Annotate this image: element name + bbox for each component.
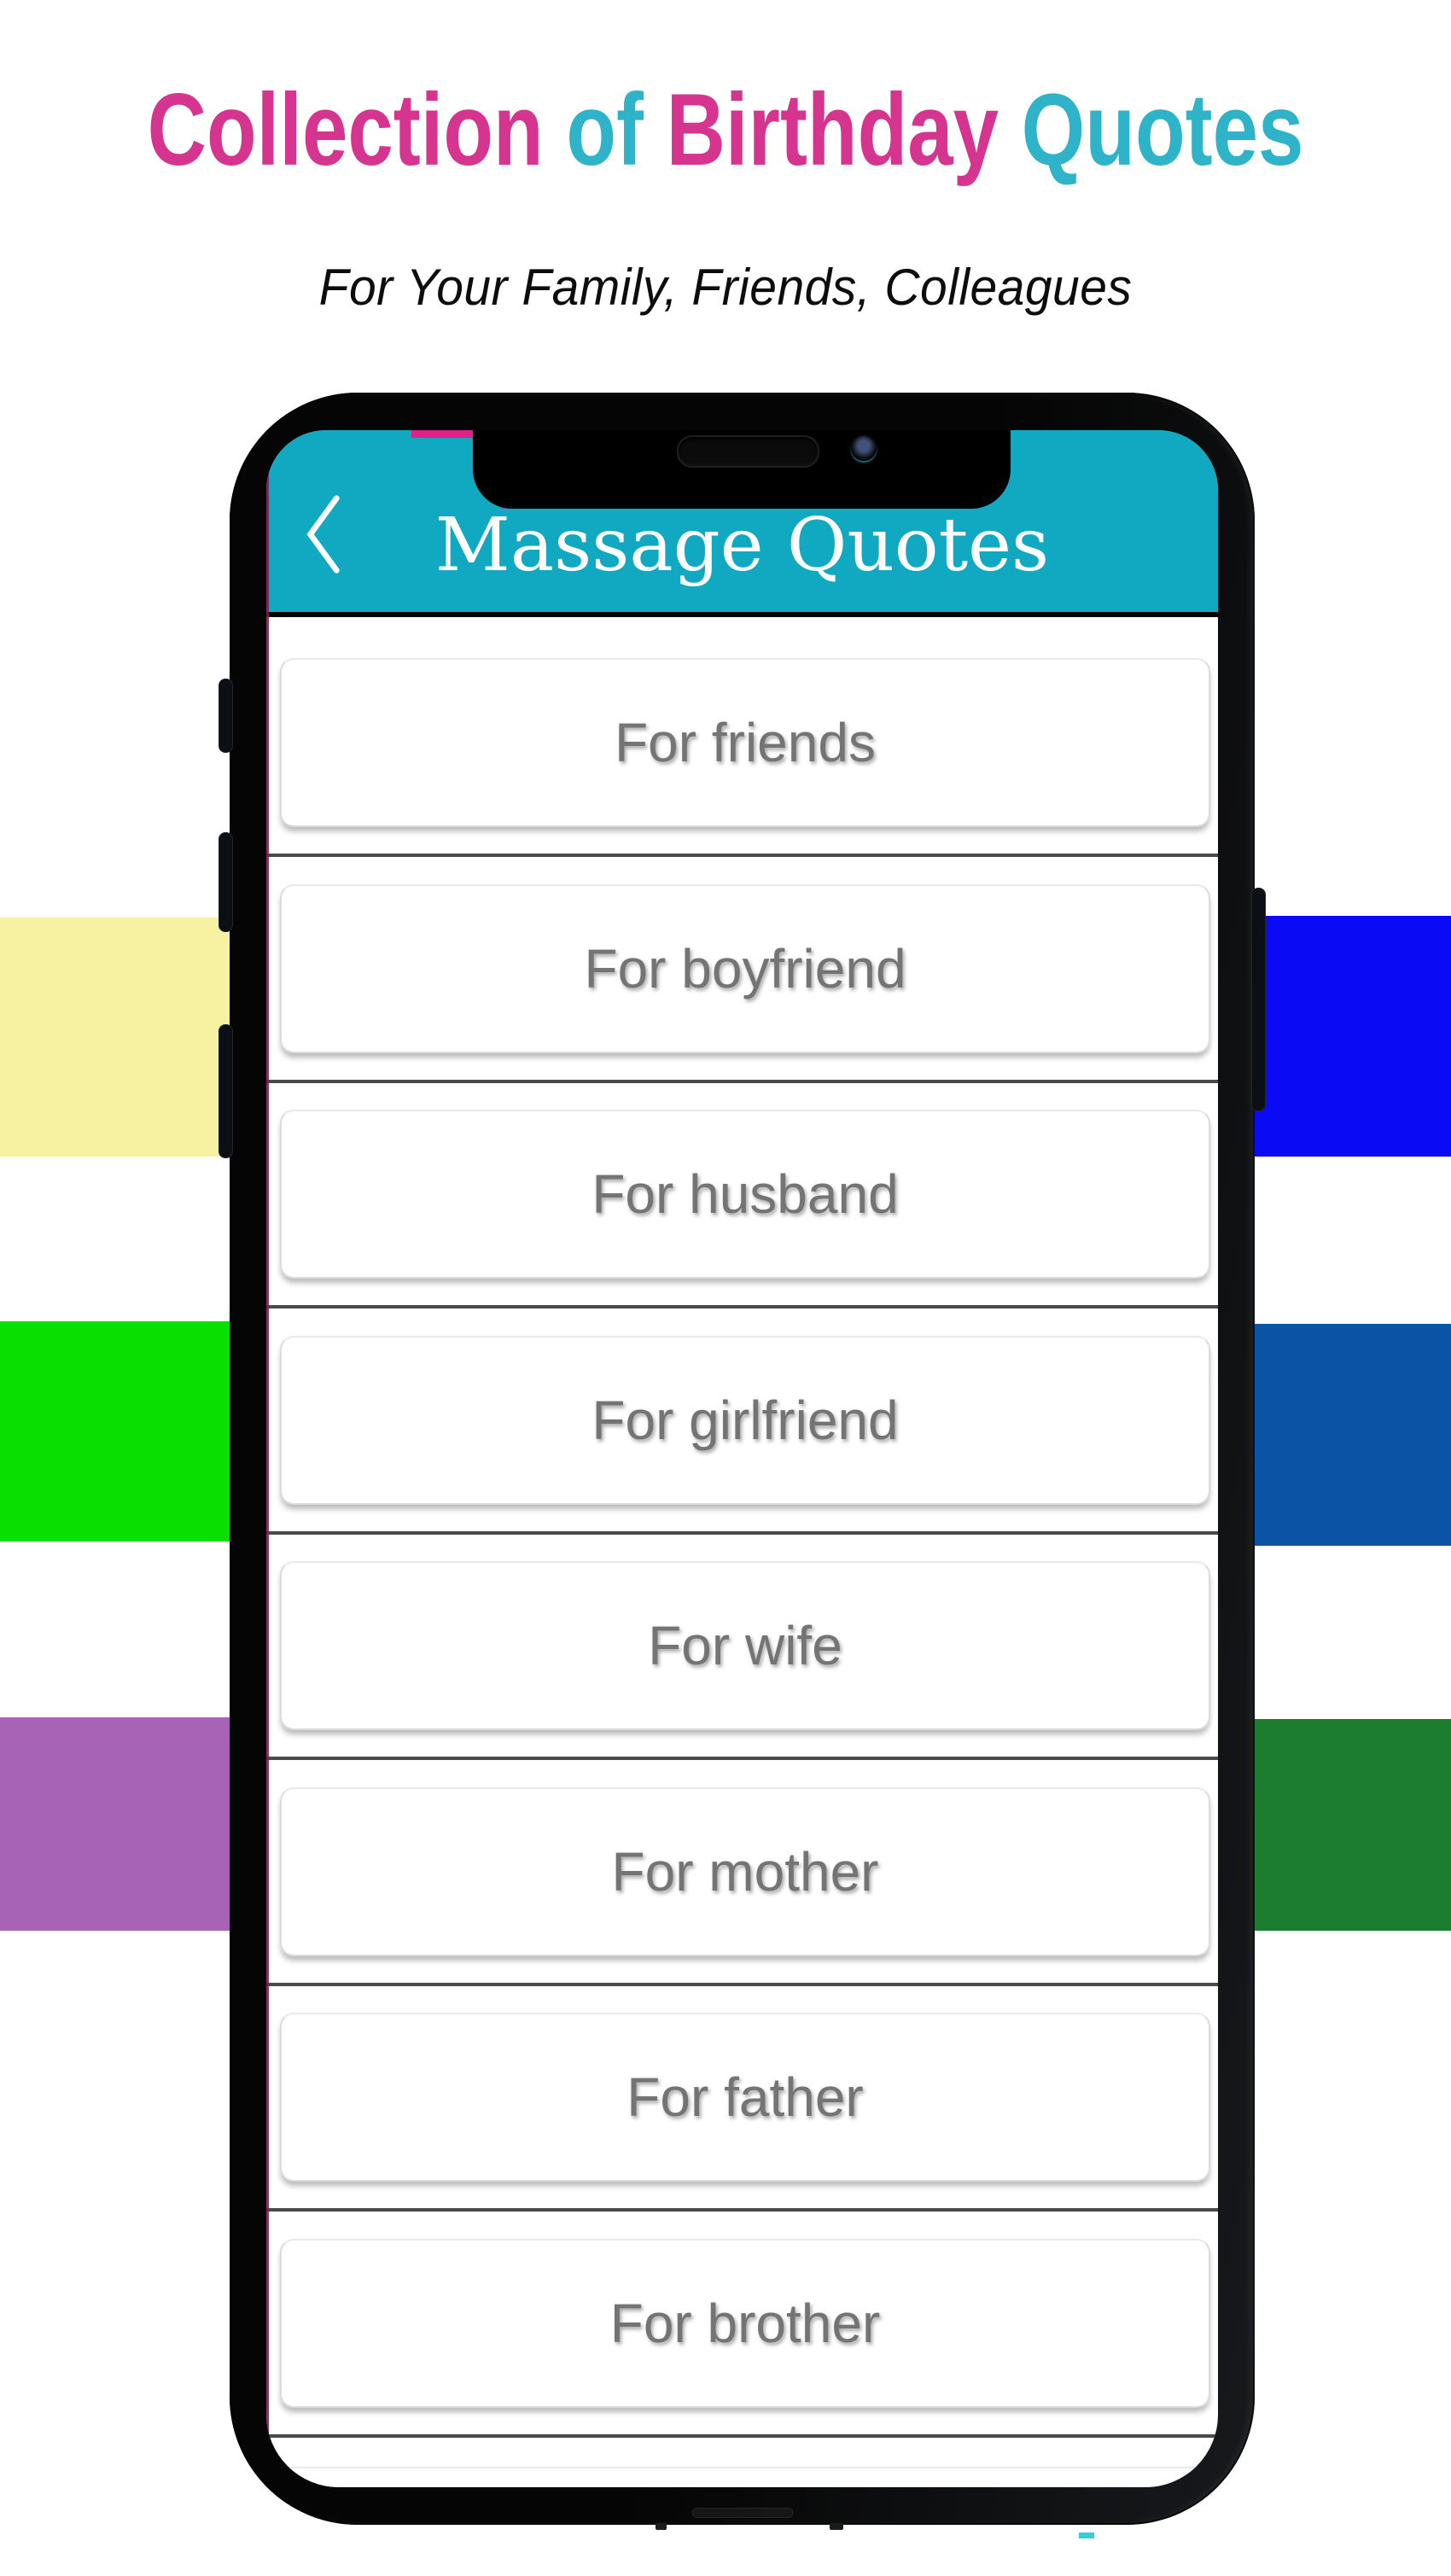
front-camera-icon xyxy=(851,435,877,461)
list-divider xyxy=(266,2433,1218,2438)
menu-item[interactable]: For father xyxy=(280,2013,1210,2182)
menu-item-label: For father xyxy=(626,2066,864,2128)
quote-category-list: For friends For boyfriend For husband For g… xyxy=(266,430,1218,2487)
menu-item-label: For wife xyxy=(648,1615,842,1676)
list-divider xyxy=(266,1305,1218,1308)
page-title: Collection of Birthday Quotes xyxy=(145,79,1306,181)
purple-bar xyxy=(0,1717,232,1931)
menu-item[interactable]: For girlfriend xyxy=(280,1335,1210,1505)
heading-segment: Birthday xyxy=(666,73,1022,187)
menu-item[interactable]: For husband xyxy=(280,1110,1210,1279)
statusbar-artifact xyxy=(411,430,478,438)
heading-segment: Quotes xyxy=(1021,73,1304,187)
menu-item-label: For friends xyxy=(615,712,876,773)
volume-down-button xyxy=(219,1024,233,1158)
yellow-bar xyxy=(0,918,232,1157)
blue-bar xyxy=(1251,916,1451,1157)
mute-switch xyxy=(219,679,233,753)
menu-item-label: For brother xyxy=(609,2292,881,2354)
chevron-left-icon[interactable] xyxy=(300,493,345,575)
list-divider xyxy=(266,1757,1218,1760)
charging-port xyxy=(691,2508,793,2518)
power-button xyxy=(1251,888,1266,1111)
app-title: Massage Quotes xyxy=(434,503,1050,588)
menu-item[interactable]: For friends xyxy=(280,658,1210,827)
menu-item-label: For husband xyxy=(591,1163,899,1225)
list-divider xyxy=(266,1982,1218,1986)
menu-item[interactable]: For boyfriend xyxy=(280,883,1210,1053)
heading-segment: of xyxy=(566,73,667,187)
menu-item-label: For boyfriend xyxy=(584,937,906,1000)
list-divider xyxy=(266,1530,1218,1535)
speaker-grille-icon xyxy=(677,435,819,468)
menu-item[interactable]: For wife xyxy=(280,1561,1210,1730)
dark-blue-bar xyxy=(1251,1324,1451,1546)
menu-item[interactable]: For brother xyxy=(280,2238,1210,2408)
list-divider xyxy=(266,854,1218,857)
phone-screen: For friends For boyfriend For husband For g… xyxy=(266,430,1218,2487)
list-divider xyxy=(266,1079,1218,1083)
cyan-dash-artifact xyxy=(1079,2532,1094,2538)
page-subtitle: For Your Family, Friends, Colleagues xyxy=(318,259,1133,316)
heading-segment: Collection xyxy=(147,73,567,187)
menu-item-label: For girlfriend xyxy=(591,1389,899,1451)
menu-item[interactable]: For mother xyxy=(280,1786,1210,1956)
bezel-speck-artifact xyxy=(656,2523,667,2530)
phone-mockup: For friends For boyfriend For husband For g… xyxy=(219,393,1266,2525)
notch xyxy=(473,430,1011,509)
menu-item-partial[interactable] xyxy=(280,2467,1210,2487)
list-divider xyxy=(266,2208,1218,2212)
menu-item-label: For mother xyxy=(611,1840,879,1903)
screen-edge-artifact xyxy=(266,430,269,2487)
dark-green-bar xyxy=(1251,1719,1451,1931)
volume-up-button xyxy=(219,832,233,932)
green-bar xyxy=(0,1321,232,1542)
bezel-speck-artifact xyxy=(830,2523,843,2530)
